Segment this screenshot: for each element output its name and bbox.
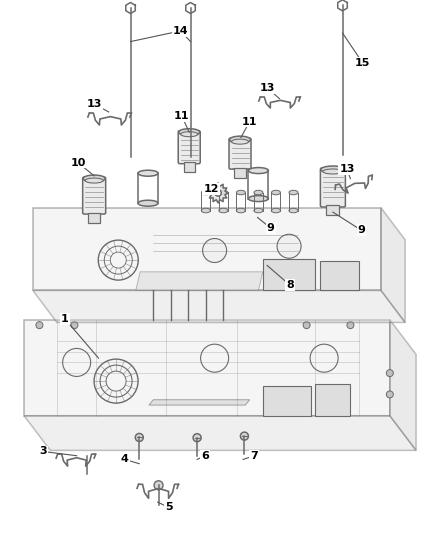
Ellipse shape (83, 175, 105, 182)
Ellipse shape (321, 166, 345, 173)
Ellipse shape (230, 136, 251, 143)
Polygon shape (263, 386, 311, 416)
Text: 15: 15 (355, 58, 371, 68)
Ellipse shape (201, 208, 210, 213)
Bar (184, 162, 195, 172)
Text: 1: 1 (61, 314, 69, 324)
Ellipse shape (219, 190, 228, 195)
Circle shape (386, 369, 393, 377)
Circle shape (154, 481, 163, 490)
FancyBboxPatch shape (83, 177, 106, 214)
Ellipse shape (289, 190, 298, 195)
Ellipse shape (181, 132, 198, 136)
Bar (234, 168, 246, 177)
Circle shape (71, 321, 78, 329)
Ellipse shape (272, 190, 280, 195)
Circle shape (36, 321, 43, 329)
Polygon shape (263, 259, 315, 290)
Text: 7: 7 (250, 451, 258, 461)
Polygon shape (320, 261, 359, 290)
Text: 13: 13 (86, 99, 102, 109)
Circle shape (215, 190, 221, 196)
FancyBboxPatch shape (229, 138, 251, 169)
Polygon shape (208, 183, 228, 203)
Polygon shape (149, 400, 250, 405)
Circle shape (310, 344, 338, 372)
Polygon shape (24, 416, 416, 450)
Circle shape (303, 321, 310, 329)
Bar (326, 206, 339, 215)
Text: 9: 9 (357, 225, 365, 235)
Bar (88, 213, 100, 223)
Circle shape (240, 432, 248, 440)
Circle shape (63, 349, 91, 376)
Circle shape (135, 433, 143, 441)
Circle shape (203, 238, 226, 263)
Ellipse shape (237, 208, 245, 213)
Text: 13: 13 (259, 83, 275, 93)
Text: 3: 3 (39, 447, 47, 456)
Circle shape (201, 344, 229, 372)
Text: 6: 6 (201, 451, 209, 461)
Polygon shape (33, 208, 381, 290)
FancyBboxPatch shape (178, 131, 200, 164)
Polygon shape (33, 290, 405, 322)
Polygon shape (136, 272, 263, 290)
Polygon shape (390, 320, 416, 450)
Text: 8: 8 (286, 280, 294, 290)
Circle shape (193, 434, 201, 442)
Ellipse shape (254, 190, 263, 195)
Ellipse shape (254, 208, 263, 213)
Polygon shape (315, 384, 350, 416)
Text: 12: 12 (203, 184, 219, 194)
Ellipse shape (248, 196, 268, 201)
Ellipse shape (232, 139, 248, 144)
Polygon shape (381, 208, 405, 322)
Text: 5: 5 (165, 503, 173, 512)
Ellipse shape (219, 208, 228, 213)
Ellipse shape (138, 170, 158, 176)
Ellipse shape (201, 190, 210, 195)
Ellipse shape (272, 208, 280, 213)
Ellipse shape (85, 178, 103, 183)
Text: 4: 4 (121, 455, 129, 464)
Polygon shape (24, 320, 390, 416)
Text: 9: 9 (267, 223, 275, 233)
Ellipse shape (237, 190, 245, 195)
Text: 10: 10 (70, 158, 86, 167)
Text: 11: 11 (174, 111, 190, 121)
Ellipse shape (138, 200, 158, 206)
FancyBboxPatch shape (320, 168, 346, 207)
Ellipse shape (323, 169, 343, 174)
Circle shape (386, 391, 393, 398)
Ellipse shape (248, 167, 268, 174)
Text: 11: 11 (242, 117, 258, 126)
Ellipse shape (179, 128, 200, 136)
Text: 14: 14 (173, 26, 188, 36)
Circle shape (277, 234, 301, 259)
Ellipse shape (289, 208, 298, 213)
Circle shape (347, 321, 354, 329)
Text: 13: 13 (339, 165, 355, 174)
